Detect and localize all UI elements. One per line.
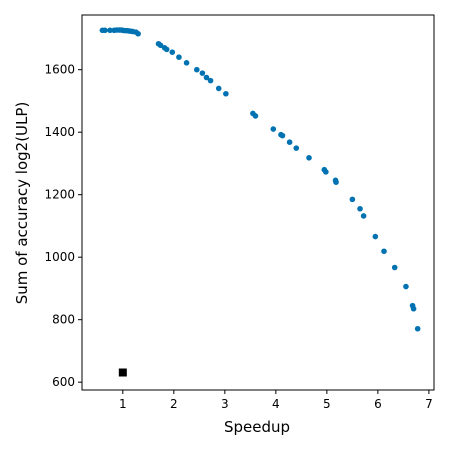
data-point [357,205,363,212]
data-point [163,46,170,53]
data-point [203,74,210,81]
y-tick-label: 800 [52,313,75,327]
data-point [323,169,329,175]
data-point [199,70,206,76]
data-point [414,325,421,332]
x-tick-label: 7 [425,397,433,411]
data-point [215,85,222,92]
data-point [207,77,214,84]
baseline-square-marker [118,368,127,377]
data-point [403,283,409,290]
x-tick-label: 2 [170,397,178,411]
data-point [157,42,164,49]
x-tick-label: 3 [221,397,229,411]
y-tick-label: 1600 [44,63,75,77]
data-point [176,54,182,60]
data-point [193,66,200,73]
data-point [223,90,229,97]
data-point [333,179,339,185]
y-tick-label: 1000 [44,250,75,264]
data-point [169,49,176,55]
data-point [349,196,356,203]
data-point [286,139,293,145]
ticks: 1 2 3 4 5 6 7 600 800 1000 1200 1400 1600 [44,63,432,411]
data-point [360,213,367,219]
data-point [279,132,286,139]
data-point [381,248,387,255]
x-tick-label: 1 [119,397,127,411]
x-tick-label: 6 [374,397,382,411]
data-point [102,27,108,34]
plot-frame [81,14,435,391]
data-point [372,233,379,240]
data-point [306,155,312,161]
data-point [252,113,259,119]
x-axis-label: Speedup [224,418,290,436]
data-point [391,264,398,271]
data-points [99,27,421,377]
y-tick-label: 1400 [44,125,75,139]
y-tick-label: 1200 [44,188,75,202]
data-point [270,126,277,132]
y-axis-label: Sum of accuracy log2(ULP) [13,102,31,305]
data-point [107,27,113,34]
y-tick-label: 600 [52,375,75,389]
x-tick-label: 5 [323,397,331,411]
data-point [135,30,141,37]
x-tick-label: 4 [272,397,280,411]
data-point [183,60,190,66]
data-point [410,305,417,312]
data-point [293,145,300,151]
